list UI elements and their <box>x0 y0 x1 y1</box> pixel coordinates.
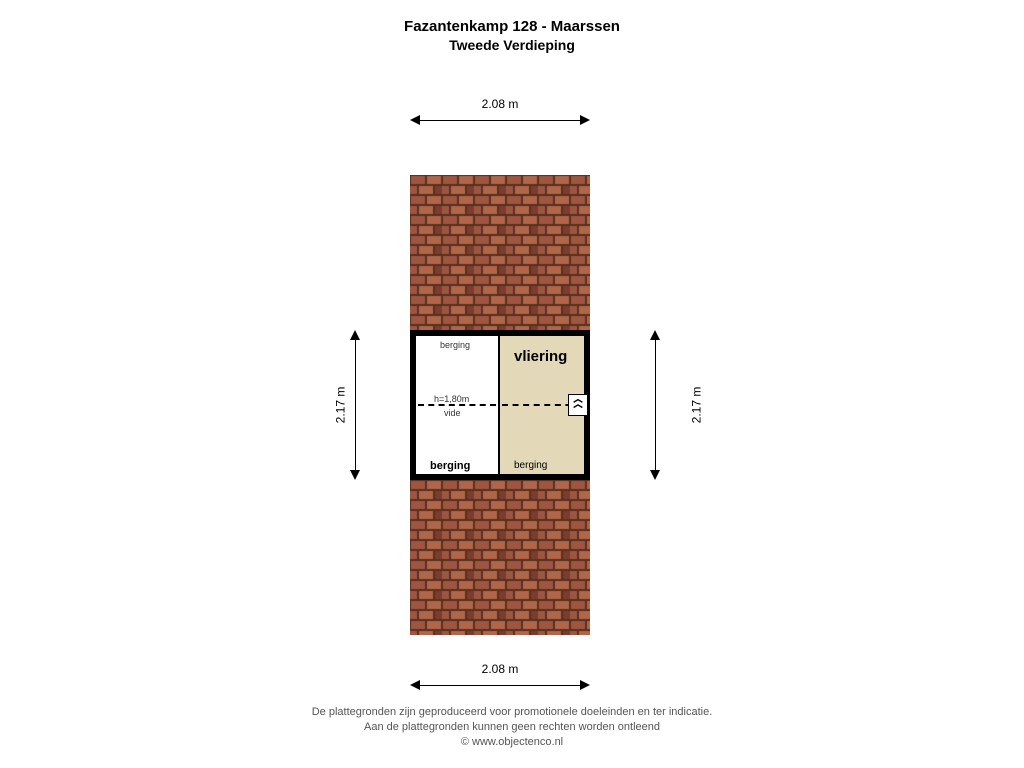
dimension-bottom: 2.08 m <box>410 680 590 690</box>
room-right: vliering berging <box>500 336 584 474</box>
dimension-label: 2.17 m <box>689 387 703 424</box>
label-berging-bottom-right: berging <box>514 460 547 471</box>
dim-line <box>655 340 656 405</box>
dimension-label: 2.08 m <box>482 662 519 676</box>
dim-line <box>355 340 356 405</box>
dim-line <box>355 405 356 470</box>
label-vliering: vliering <box>514 348 567 365</box>
label-berging-bottom-left: berging <box>430 460 470 472</box>
label-berging-top: berging <box>440 340 470 350</box>
fixture-icon <box>571 397 585 413</box>
roof-top <box>410 175 590 330</box>
dashed-divider-left <box>418 404 496 406</box>
dim-line <box>500 120 580 121</box>
arrow-up-icon <box>650 330 660 340</box>
dimension-top: 2.08 m <box>410 115 590 125</box>
dim-line <box>500 685 580 686</box>
title-line1: Fazantenkamp 128 - Maarssen <box>0 18 1024 35</box>
label-height: h=1,80m <box>434 394 469 404</box>
arrow-up-icon <box>350 330 360 340</box>
dimension-label: 2.08 m <box>482 97 519 111</box>
arrow-right-icon <box>580 115 590 125</box>
dimension-label: 2.17 m <box>333 387 347 424</box>
label-vide: vide <box>444 408 461 418</box>
dim-line <box>420 120 500 121</box>
page-footer: De plattegronden zijn geproduceerd voor … <box>0 705 1024 750</box>
title-line2: Tweede Verdieping <box>0 37 1024 53</box>
roof-bottom <box>410 480 590 635</box>
room-left: berging h=1,80m vide berging <box>416 336 500 474</box>
arrow-right-icon <box>580 680 590 690</box>
dim-line <box>420 685 500 686</box>
floorplan-stage: berging h=1,80m vide berging vliering be… <box>410 175 590 635</box>
arrow-down-icon <box>350 470 360 480</box>
footer-line2: Aan de plattegronden kunnen geen rechten… <box>0 720 1024 735</box>
arrow-left-icon <box>410 115 420 125</box>
dimension-left: 2.17 m <box>350 330 360 480</box>
footer-line1: De plattegronden zijn geproduceerd voor … <box>0 705 1024 720</box>
dimension-right: 2.17 m <box>650 330 660 480</box>
dim-line <box>655 405 656 470</box>
footer-line3: © www.objectenco.nl <box>0 735 1024 750</box>
fixture-box <box>568 394 588 416</box>
room-interior: berging h=1,80m vide berging vliering be… <box>416 336 584 474</box>
page-header: Fazantenkamp 128 - Maarssen Tweede Verdi… <box>0 18 1024 53</box>
room-outer-wall: berging h=1,80m vide berging vliering be… <box>410 330 590 480</box>
arrow-down-icon <box>650 470 660 480</box>
arrow-left-icon <box>410 680 420 690</box>
